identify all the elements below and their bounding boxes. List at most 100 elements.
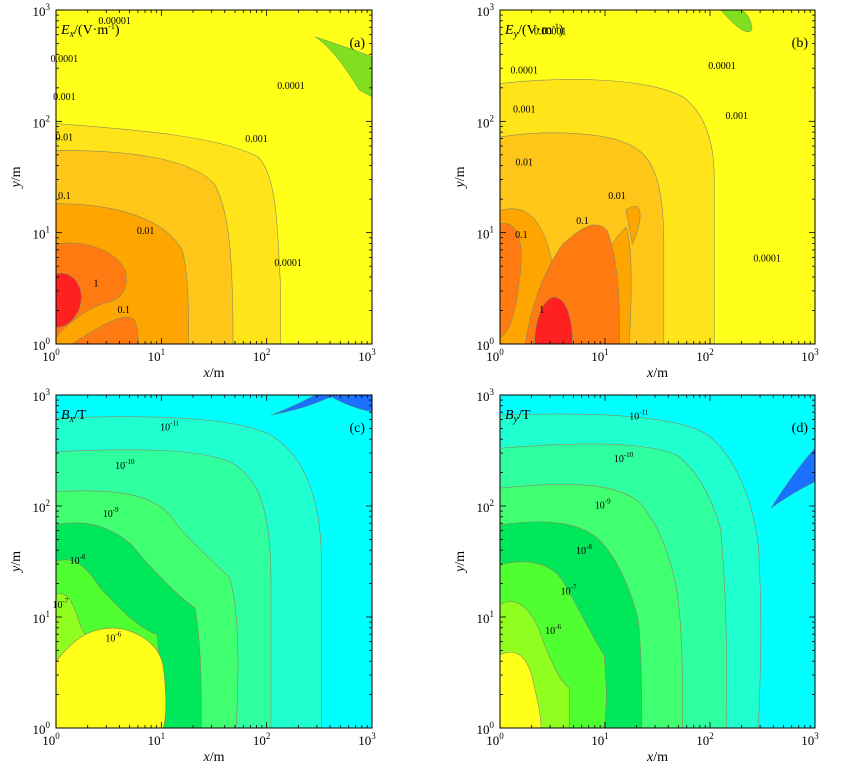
panel-label: (b)	[792, 36, 809, 51]
panel-title: Ey/(V·m-1)	[504, 22, 564, 40]
x-tick-label: 103	[801, 731, 819, 748]
panel-label: (c)	[349, 421, 365, 436]
panel-c: 100 101 102 103 100 101 102 103 x/m y/m Bx/T (c) 10-…	[9, 387, 376, 765]
contour-band	[56, 273, 82, 328]
contour-label: 0.01	[137, 226, 155, 237]
panel-b: 100 101 102 103 100 101 102 103 x/m y/m Ey/(V·m-1)…	[453, 2, 819, 381]
x-tick-label: 103	[801, 347, 819, 364]
contour-label: 10-9	[103, 506, 119, 520]
y-axis-label: y/m	[9, 551, 24, 574]
plot-frame	[499, 394, 816, 729]
x-tick-label: 101	[148, 731, 166, 748]
contour-band	[720, 10, 753, 32]
contour-label: 10-8	[576, 543, 592, 557]
contour-label: 0.001	[245, 134, 268, 145]
y-tick-label: 102	[477, 113, 495, 130]
y-axis-label: y/m	[9, 166, 24, 189]
panel-label: (a)	[349, 36, 365, 51]
contour-label: 10-6	[545, 623, 561, 637]
contour-label: 0.1	[576, 216, 589, 227]
x-axis-label: x/m	[646, 366, 668, 381]
contour-label: 0.00001	[534, 27, 567, 38]
contour-label: 0.0001	[510, 65, 538, 76]
y-tick-label: 103	[477, 387, 495, 404]
panel-d: 100 101 102 103 100 101 102 103 x/m y/m By/T (d) 10-…	[453, 387, 819, 765]
contour-label: 0.1	[58, 191, 71, 202]
contour-label: 0.0001	[277, 81, 305, 92]
contour-band	[770, 447, 815, 509]
panel-label: (d)	[792, 421, 809, 436]
contour-label: 0.1	[515, 230, 528, 241]
y-tick-label: 103	[33, 387, 51, 404]
x-axis-label: x/m	[646, 750, 668, 765]
contour-band	[71, 316, 139, 344]
contour-label: 10-10	[115, 458, 135, 472]
x-tick-label: 100	[42, 347, 60, 364]
y-tick-label: 101	[33, 609, 51, 626]
y-tick-label: 100	[33, 336, 51, 353]
contour-band	[270, 395, 335, 416]
contour-band	[327, 395, 372, 412]
y-tick-label: 100	[477, 336, 495, 353]
contour-label: 0.01	[515, 158, 533, 169]
contour-label: 10-8	[70, 553, 86, 567]
y-tick-label: 100	[33, 720, 51, 737]
contour-label: 10-11	[160, 419, 180, 433]
contour-band	[625, 205, 641, 245]
contour-band	[534, 296, 573, 344]
panel-a: 100 101 102 103 100 101 102 103 x/m y/m Ex/(V·m-1)…	[9, 2, 376, 381]
contour-label: 1	[94, 278, 99, 289]
x-tick-label: 100	[42, 731, 60, 748]
contour-band	[314, 36, 372, 98]
contour-label: 0.0001	[708, 61, 736, 72]
x-tick-label: 103	[358, 347, 376, 364]
panel-a-contour-fill	[56, 10, 372, 344]
y-tick-label: 101	[477, 609, 495, 626]
y-tick-label: 103	[477, 2, 495, 19]
x-tick-label: 103	[358, 731, 376, 748]
contour-label: 10-10	[614, 451, 634, 465]
x-tick-label: 101	[591, 731, 609, 748]
panel-d-contour-fill	[500, 395, 815, 728]
y-axis-label: y/m	[453, 166, 468, 189]
y-tick-label: 103	[33, 2, 51, 19]
contour-label: 0.01	[608, 191, 626, 202]
x-axis-label: x/m	[203, 750, 225, 765]
x-tick-label: 102	[696, 347, 714, 364]
contour-label: 10-6	[105, 631, 121, 645]
contour-label: 1	[539, 305, 544, 316]
contour-label: 0.0001	[753, 254, 781, 265]
panel-c-contour-fill	[56, 395, 372, 728]
y-tick-label: 100	[477, 720, 495, 737]
plot-frame	[499, 9, 816, 345]
contour-label: 0.0001	[51, 54, 79, 65]
contour-band	[500, 651, 542, 728]
plot-frame	[55, 9, 373, 345]
panel-title: By/T	[505, 408, 531, 425]
x-tick-label: 100	[486, 347, 504, 364]
x-tick-label: 101	[591, 347, 609, 364]
y-tick-label: 101	[477, 225, 495, 242]
contour-label: 10-7	[52, 597, 68, 611]
y-tick-label: 101	[33, 225, 51, 242]
contour-label: 0.001	[726, 111, 749, 122]
x-tick-label: 100	[486, 731, 504, 748]
contour-label: 0.0001	[274, 258, 302, 269]
contour-band	[500, 223, 522, 338]
contour-label: 0.001	[513, 105, 536, 116]
contour-label: 0.001	[53, 92, 76, 103]
x-tick-label: 102	[696, 731, 714, 748]
y-tick-label: 102	[33, 498, 51, 515]
y-tick-label: 102	[33, 113, 51, 130]
x-axis-label: x/m	[203, 366, 225, 381]
x-tick-label: 102	[253, 347, 271, 364]
y-tick-label: 102	[477, 498, 495, 515]
panel-b-contour-fill	[500, 10, 815, 344]
contour-label: 0.01	[56, 133, 74, 144]
x-tick-label: 102	[253, 731, 271, 748]
contour-label: 0.1	[118, 305, 131, 316]
x-tick-label: 101	[148, 347, 166, 364]
contour-label: 10-9	[595, 497, 611, 511]
contour-label: 10-11	[629, 409, 649, 423]
panel-title: Bx/T	[61, 408, 87, 425]
